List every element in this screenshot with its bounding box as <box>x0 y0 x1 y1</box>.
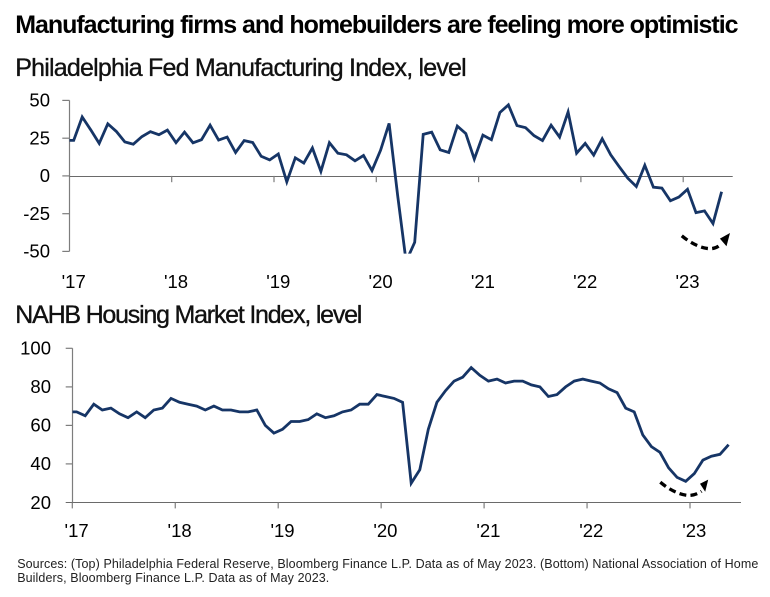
svg-text:'21: '21 <box>471 271 495 292</box>
svg-text:'18: '18 <box>168 520 192 541</box>
svg-text:100: 100 <box>20 338 51 359</box>
svg-text:'23: '23 <box>682 520 706 541</box>
svg-text:20: 20 <box>30 492 51 513</box>
svg-text:-25: -25 <box>23 203 50 224</box>
svg-text:0: 0 <box>40 165 50 186</box>
svg-text:'20: '20 <box>373 520 397 541</box>
svg-text:50: 50 <box>29 90 50 111</box>
svg-text:'20: '20 <box>369 271 393 292</box>
svg-text:'17: '17 <box>62 271 86 292</box>
svg-text:'23: '23 <box>675 271 699 292</box>
svg-text:80: 80 <box>30 376 51 397</box>
svg-text:40: 40 <box>30 453 51 474</box>
svg-text:'22: '22 <box>579 520 603 541</box>
svg-text:60: 60 <box>30 415 51 436</box>
svg-text:'19: '19 <box>266 271 290 292</box>
svg-text:'17: '17 <box>65 520 89 541</box>
svg-text:'19: '19 <box>270 520 294 541</box>
svg-text:'21: '21 <box>476 520 500 541</box>
svg-text:'18: '18 <box>164 271 188 292</box>
svg-text:-50: -50 <box>23 241 50 262</box>
svg-text:'22: '22 <box>573 271 597 292</box>
svg-text:25: 25 <box>29 128 50 149</box>
